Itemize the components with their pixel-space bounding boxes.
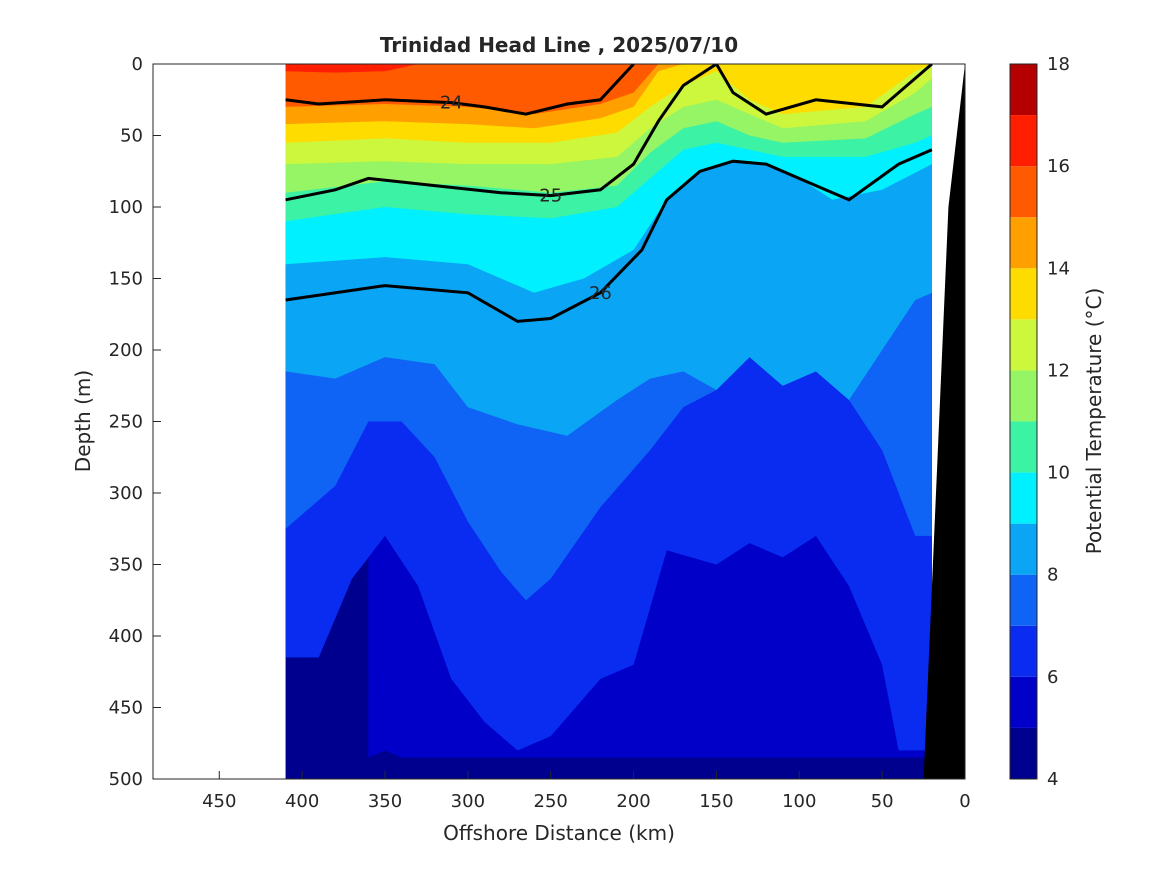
- colorbar-frame: [1009, 63, 1038, 780]
- colorbar-tick-label: 8: [1047, 565, 1058, 586]
- chart-title: Trinidad Head Line , 2025/07/10: [380, 33, 738, 57]
- y-tick-label: 350: [109, 555, 143, 576]
- x-tick-label: 450: [202, 791, 236, 812]
- colorbar-tick-label: 4: [1047, 769, 1058, 790]
- colorbar-swatch: [1010, 166, 1037, 218]
- colorbar-label: Potential Temperature (°C): [1082, 288, 1106, 555]
- y-tick-label: 100: [109, 197, 143, 218]
- y-tick-label: 0: [132, 54, 143, 75]
- y-axis-label: Depth (m): [71, 370, 95, 472]
- colorbar-swatch: [1010, 523, 1037, 575]
- y-tick-label: 150: [109, 269, 143, 290]
- x-tick-label: 200: [616, 791, 650, 812]
- colorbar-swatch: [1010, 676, 1037, 728]
- density-contour-label: 24: [440, 93, 463, 114]
- colorbar-tick-label: 6: [1047, 667, 1058, 688]
- x-tick-label: 150: [699, 791, 733, 812]
- temperature-bands: [285, 64, 932, 779]
- colorbar: 4 6 8 10 12 14 16 18 Potential Temperature (°C): [1009, 54, 1106, 790]
- x-tick-label: 350: [368, 791, 402, 812]
- colorbar-swatch: [1010, 319, 1037, 371]
- y-tick-label: 300: [109, 483, 143, 504]
- colorbar-tick-label: 10: [1047, 463, 1070, 484]
- x-tick-label: 300: [451, 791, 485, 812]
- colorbar-swatches: [1010, 64, 1037, 779]
- plot-area: 24 25 26: [152, 63, 966, 780]
- colorbar-swatch: [1010, 64, 1037, 116]
- colorbar-swatch: [1010, 115, 1037, 167]
- colorbar-swatch: [1010, 370, 1037, 422]
- density-contour-label: 26: [589, 283, 612, 304]
- colorbar-tick-label: 14: [1047, 258, 1070, 279]
- density-contour-26: [285, 148, 933, 323]
- y-tick-label: 250: [109, 412, 143, 433]
- x-tick-label: 50: [871, 791, 894, 812]
- colorbar-ticks: 4 6 8 10 12 14 16 18: [1047, 54, 1070, 790]
- colorbar-swatch: [1010, 421, 1037, 473]
- colorbar-tick-label: 12: [1047, 360, 1070, 381]
- colorbar-tick-label: 18: [1047, 54, 1070, 75]
- x-tick-label: 0: [959, 791, 970, 812]
- y-tick-label: 500: [109, 769, 143, 790]
- band-fill-16: [285, 64, 419, 73]
- x-axis-ticks: 450 400 350 300 250 200 150 100 50 0: [202, 771, 971, 812]
- colorbar-swatch: [1010, 625, 1037, 677]
- colorbar-swatch: [1010, 727, 1037, 779]
- density-contour-label: 25: [539, 186, 562, 207]
- colorbar-swatch: [1010, 574, 1037, 626]
- x-tick-label: 100: [782, 791, 816, 812]
- x-tick-label: 400: [285, 791, 319, 812]
- y-tick-label: 200: [109, 340, 143, 361]
- y-axis-ticks: 0 50 100 150 200 250 300 350 400 450 500: [109, 54, 161, 790]
- y-tick-label: 400: [109, 626, 143, 647]
- y-tick-label: 50: [120, 126, 143, 147]
- coast-bathymetry: [923, 64, 965, 779]
- colorbar-swatch: [1010, 472, 1037, 524]
- colorbar-swatch: [1010, 268, 1037, 320]
- x-axis-label: Offshore Distance (km): [443, 821, 675, 845]
- y-tick-label: 450: [109, 698, 143, 719]
- density-contour-25: [285, 64, 933, 202]
- colorbar-swatch: [1010, 217, 1037, 269]
- x-tick-label: 250: [534, 791, 568, 812]
- density-contours: 24 25 26: [285, 64, 933, 323]
- colorbar-tick-label: 16: [1047, 156, 1070, 177]
- density-contour-24: [285, 64, 635, 116]
